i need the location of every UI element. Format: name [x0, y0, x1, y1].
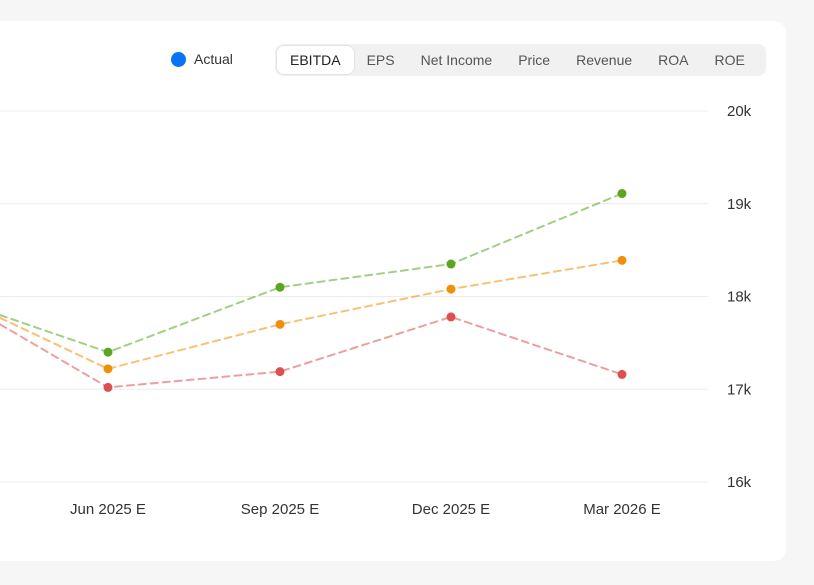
- data-point: [617, 189, 627, 199]
- data-point: [617, 369, 627, 379]
- tab-net-income[interactable]: Net Income: [420, 52, 493, 68]
- tab-roa[interactable]: ROA: [658, 52, 689, 68]
- legend: Actual: [171, 51, 233, 67]
- data-point: [103, 382, 113, 392]
- y-axis: 16k 17k 18k 19k 20k: [727, 103, 752, 491]
- legend-dot-icon: [171, 51, 186, 67]
- data-point: [275, 367, 285, 377]
- series-line-1: [0, 259, 623, 370]
- data-point: [103, 364, 113, 374]
- metric-tabs: EBITDA EPS Net Income Price Revenue ROA …: [275, 44, 766, 76]
- y-tick-label: 17k: [727, 381, 752, 398]
- data-point: [275, 319, 285, 329]
- x-tick-label: Dec 2025 E: [412, 501, 490, 518]
- y-tick-label: 20k: [727, 103, 752, 120]
- grid: [0, 110, 708, 483]
- x-axis: Jun 2025 E Sep 2025 E Dec 2025 E Mar 2026 E: [70, 501, 661, 518]
- x-tick-label: Sep 2025 E: [241, 501, 319, 518]
- data-point: [446, 259, 456, 269]
- y-tick-label: 16k: [727, 474, 752, 491]
- data-point: [275, 282, 285, 292]
- tab-ebitda[interactable]: EBITDA: [277, 46, 354, 74]
- x-tick-label: Mar 2026 E: [583, 501, 661, 518]
- series-lines: [0, 192, 623, 389]
- series-line-0: [0, 192, 623, 354]
- data-point: [103, 347, 113, 357]
- legend-label: Actual: [194, 51, 233, 67]
- y-tick-label: 18k: [727, 289, 752, 306]
- data-point: [617, 255, 627, 265]
- data-point: [446, 312, 456, 322]
- y-tick-label: 19k: [727, 196, 752, 213]
- x-tick-label: Jun 2025 E: [70, 501, 146, 518]
- tab-eps[interactable]: EPS: [366, 52, 395, 68]
- tab-revenue[interactable]: Revenue: [576, 52, 633, 68]
- tab-price[interactable]: Price: [518, 52, 551, 68]
- tab-roe[interactable]: ROE: [714, 52, 745, 68]
- series-line-2: [0, 315, 623, 389]
- series-points: [103, 189, 627, 392]
- data-point: [446, 284, 456, 294]
